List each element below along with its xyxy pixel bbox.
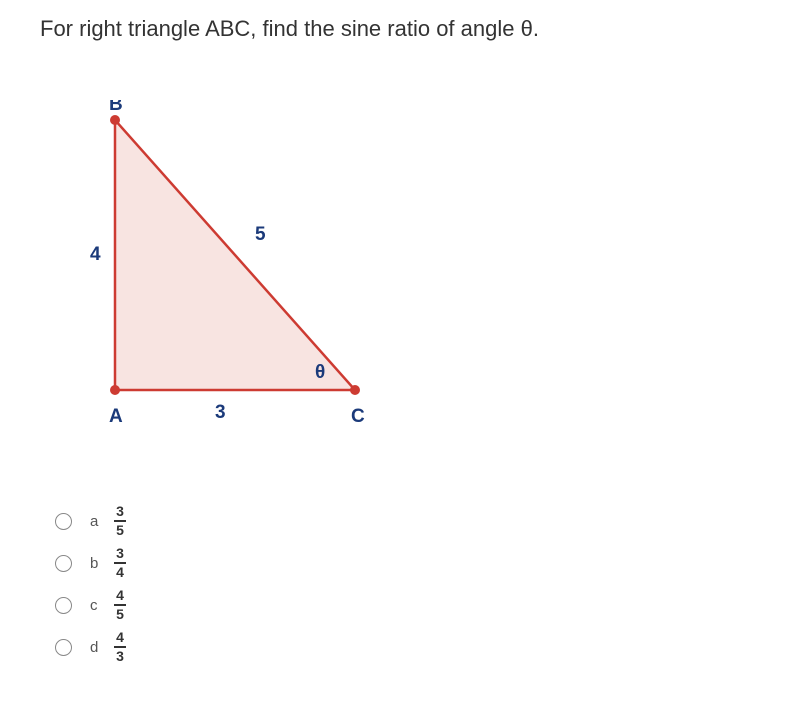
vertex-dot-A xyxy=(110,385,120,395)
option-a[interactable]: a 3 5 xyxy=(55,500,126,542)
option-d[interactable]: d 4 3 xyxy=(55,626,126,668)
triangle-diagram: A B C 4 5 3 θ xyxy=(75,100,375,440)
option-b[interactable]: b 3 4 xyxy=(55,542,126,584)
side-label-AC: 3 xyxy=(215,402,226,423)
option-fraction: 4 5 xyxy=(114,588,126,622)
vertex-dot-B xyxy=(110,115,120,125)
option-fraction: 3 5 xyxy=(114,504,126,538)
option-fraction: 4 3 xyxy=(114,630,126,664)
radio-icon xyxy=(55,555,72,572)
option-letter: a xyxy=(90,513,114,530)
option-letter: c xyxy=(90,597,114,614)
option-c[interactable]: c 4 5 xyxy=(55,584,126,626)
radio-icon xyxy=(55,639,72,656)
vertex-label-B: B xyxy=(109,100,123,115)
radio-icon xyxy=(55,597,72,614)
triangle-shape xyxy=(115,120,355,390)
option-letter: d xyxy=(90,639,114,656)
question-text: For right triangle ABC, find the sine ra… xyxy=(40,16,539,42)
side-label-BC: 5 xyxy=(255,224,266,245)
option-fraction: 3 4 xyxy=(114,546,126,580)
vertex-label-A: A xyxy=(109,406,123,427)
answer-options: a 3 5 b 3 4 c 4 5 d 4 3 xyxy=(55,500,126,668)
option-letter: b xyxy=(90,555,114,572)
radio-icon xyxy=(55,513,72,530)
vertex-dot-C xyxy=(350,385,360,395)
angle-theta-label: θ xyxy=(315,362,325,383)
vertex-label-C: C xyxy=(351,406,365,427)
side-label-AB: 4 xyxy=(90,244,101,265)
